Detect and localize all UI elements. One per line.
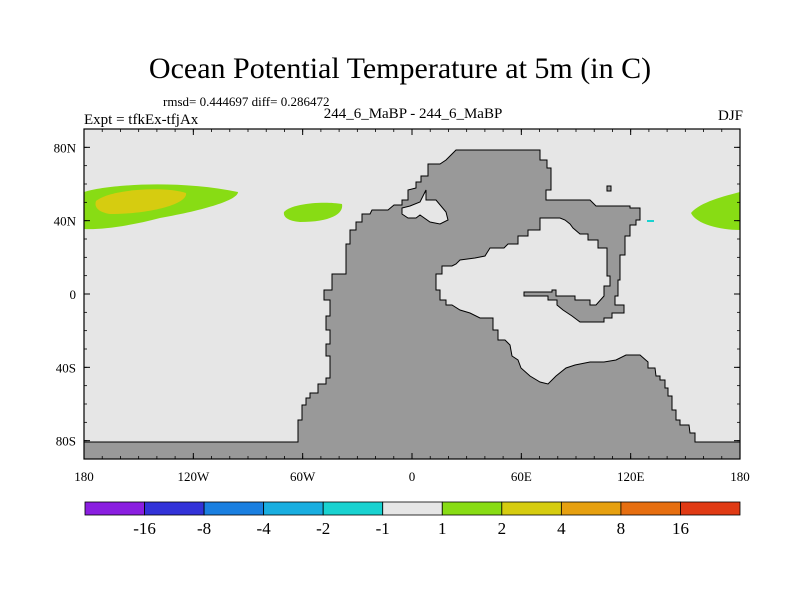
anomaly-patch-west-yellow <box>95 189 187 214</box>
lon-tick-label: 120W <box>177 469 210 484</box>
colorbar: -16 -8 -4 -2 -1 1 2 4 8 16 <box>84 501 741 538</box>
anomaly-patch-central-green <box>283 202 343 222</box>
land-main-continent <box>83 149 741 460</box>
land-small-island <box>606 185 612 192</box>
land-masses <box>83 149 741 460</box>
colorbar-swatch <box>84 501 145 516</box>
colorbar-swatch <box>620 501 681 516</box>
plot-subtitle: 244_6_MaBP - 244_6_MaBP <box>323 106 503 122</box>
lon-tick-label: 180 <box>74 469 94 484</box>
experiment-label: Expt = tfkEx-tfjAx <box>84 112 199 128</box>
rmsd-diff-stats: rmsd= 0.444697 diff= 0.286472 <box>163 94 330 109</box>
lon-tick-label: 60E <box>511 469 532 484</box>
colorbar-label: 2 <box>498 519 507 538</box>
anomaly-patches <box>84 184 740 230</box>
colorbar-label: 16 <box>672 519 689 538</box>
lat-tick-label: 80N <box>54 140 77 155</box>
latitude-axis: 80N 40N 0 40S 80S <box>54 140 740 449</box>
colorbar-swatch <box>382 501 443 516</box>
plot-title: Ocean Potential Temperature at 5m (in C) <box>148 52 652 85</box>
season-label: DJF <box>717 108 743 124</box>
colorbar-swatch <box>501 501 562 516</box>
lat-tick-label: 0 <box>70 287 77 302</box>
anomaly-patch-east-green <box>691 192 740 230</box>
colorbar-label: -16 <box>133 519 156 538</box>
colorbar-swatch <box>560 501 622 516</box>
colorbar-swatch <box>322 501 384 516</box>
colorbar-swatch <box>680 501 741 516</box>
colorbar-swatch <box>144 501 205 516</box>
colorbar-swatch <box>263 501 324 516</box>
longitude-axis: 180 120W 60W 0 60E 120E 180 <box>74 129 750 484</box>
colorbar-swatch <box>203 501 265 516</box>
lat-tick-label: 80S <box>56 434 76 449</box>
anomaly-patch-cyan <box>647 220 654 222</box>
colorbar-label: -2 <box>316 519 330 538</box>
colorbar-label: -1 <box>376 519 390 538</box>
colorbar-label: -4 <box>257 519 272 538</box>
colorbar-label: 1 <box>438 519 447 538</box>
lat-tick-label: 40N <box>54 214 77 229</box>
lon-tick-label: 0 <box>409 469 416 484</box>
colorbar-label: 8 <box>617 519 626 538</box>
lat-tick-label: 40S <box>56 360 76 375</box>
colorbar-label: 4 <box>557 519 566 538</box>
lon-tick-label: 120E <box>617 469 645 484</box>
colorbar-label: -8 <box>197 519 211 538</box>
lon-tick-label: 180 <box>730 469 750 484</box>
colorbar-swatch <box>441 501 503 516</box>
lon-tick-label: 60W <box>290 469 316 484</box>
